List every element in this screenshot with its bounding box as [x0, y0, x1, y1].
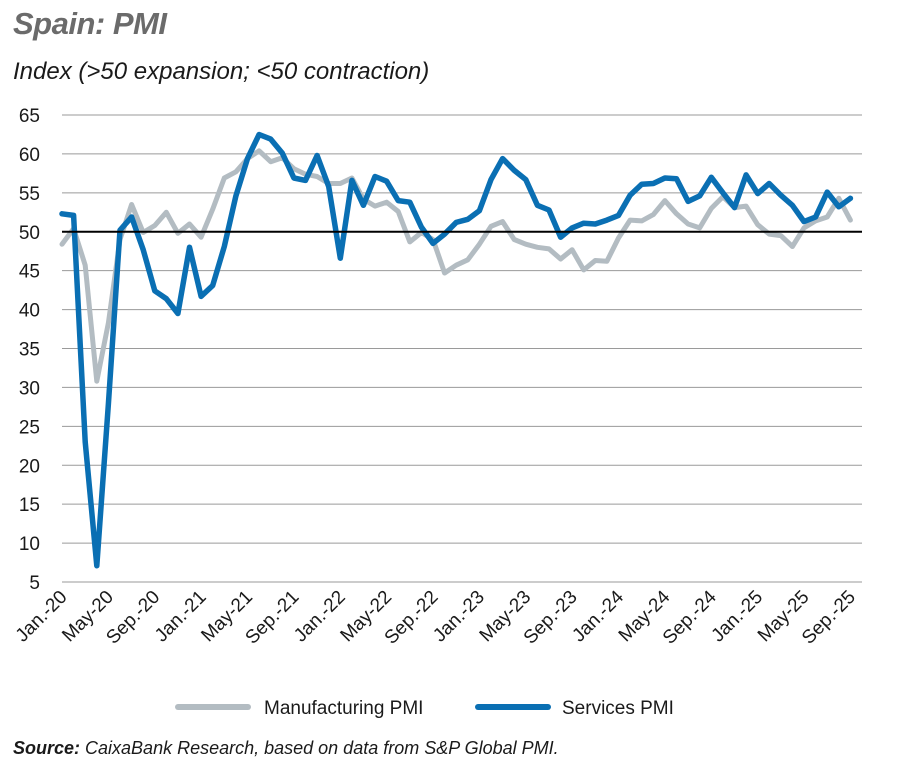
- legend-services: Services PMI: [475, 698, 674, 719]
- y-tick-label: 25: [19, 417, 40, 438]
- x-tick-label: Jan.-22: [290, 587, 350, 647]
- chart-subtitle: Index (>50 expansion; <50 contraction): [13, 58, 430, 85]
- manufacturing-pmi-line: [59, 148, 853, 384]
- source-label: Source:: [13, 738, 81, 758]
- chart-title: Spain: PMI: [13, 6, 167, 41]
- y-tick-label: 60: [19, 145, 40, 166]
- legend-label: Manufacturing PMI: [264, 698, 423, 719]
- y-tick-label: 10: [19, 534, 40, 555]
- grid-lines: [62, 114, 862, 583]
- y-tick-label: 20: [19, 456, 40, 477]
- y-tick-label: 65: [19, 106, 40, 127]
- y-tick-label: 40: [19, 301, 40, 322]
- y-tick-label: 55: [19, 184, 40, 205]
- pmi-line-chart: 5 10 15 20 25 30 35 40 45 50 55 60 65 Jan.-20May-20S…: [12, 106, 862, 719]
- x-tick-label: Jan.-21: [151, 587, 211, 647]
- series-lines: [59, 131, 862, 569]
- y-axis-ticks: 5 10 15 20 25 30 35 40 45 50 55 60 65: [19, 106, 40, 594]
- y-tick-label: 35: [19, 340, 40, 361]
- x-tick-label: Jan.-25: [708, 587, 768, 647]
- y-tick-label: 5: [29, 573, 40, 594]
- legend: Manufacturing PMI Services PMI: [175, 698, 674, 719]
- y-tick-label: 50: [19, 223, 40, 244]
- x-axis-ticks: Jan.-20May-20Sep.-20Jan.-21May-21Sep.-21…: [12, 586, 860, 648]
- y-tick-label: 15: [19, 495, 40, 516]
- services-pmi-line: [59, 131, 854, 569]
- x-tick-label: Jan.-23: [429, 587, 489, 647]
- legend-label: Services PMI: [562, 698, 674, 719]
- y-tick-label: 30: [19, 378, 40, 399]
- legend-manufacturing: Manufacturing PMI: [175, 698, 423, 719]
- y-tick-label: 45: [19, 262, 40, 283]
- x-tick-label: Jan.-20: [12, 587, 72, 647]
- source-text: CaixaBank Research, based on data from S…: [80, 738, 559, 758]
- source-note: Source: CaixaBank Research, based on dat…: [13, 738, 559, 759]
